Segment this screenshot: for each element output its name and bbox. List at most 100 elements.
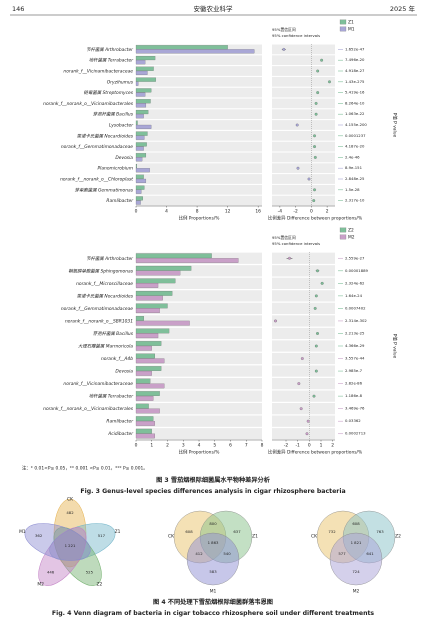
- bar: [135, 283, 159, 288]
- row-band: [136, 130, 262, 141]
- bar: [135, 366, 162, 371]
- diff-point: [320, 281, 324, 285]
- p-value: 4.187e-20: [345, 144, 365, 149]
- row-band: [136, 87, 262, 98]
- bar: [135, 124, 152, 129]
- page-number: 146: [12, 5, 24, 13]
- diff-point: [316, 91, 320, 94]
- bar: [135, 291, 173, 296]
- legend-swatch: [339, 26, 347, 32]
- row-band: [272, 195, 335, 206]
- venn-set-label: M2: [37, 582, 44, 588]
- bar: [135, 278, 176, 284]
- bar: [135, 81, 139, 86]
- bar: [135, 383, 165, 389]
- category-label: Oryzihumus: [107, 79, 134, 85]
- p-value: 5.419e-16: [345, 90, 365, 95]
- row-band: [272, 277, 335, 289]
- category-label: 类诺卡氏菌属 Nocardioides: [77, 293, 134, 299]
- bar: [135, 258, 239, 263]
- category-label: 大理石雕菌属 Marmoricola: [78, 344, 133, 350]
- p-value: 2.82e-86: [345, 381, 363, 386]
- ci-label: 95%置信区间: [272, 235, 296, 240]
- p-value: 1.063e-22: [345, 111, 365, 116]
- row-band: [272, 55, 335, 66]
- venn-set-label: Z2: [96, 582, 102, 588]
- bar: [135, 196, 143, 201]
- x-tick-label: 16: [255, 209, 261, 215]
- bar: [135, 200, 141, 205]
- row-band: [136, 184, 262, 195]
- fig4-caption-en: Fig. 4 Venn diagram of bacteria in cigar…: [52, 610, 375, 617]
- venn-count: 641: [366, 551, 374, 556]
- category-label: 芽孢杆菌属 Bacillus: [93, 331, 134, 337]
- p-value: 2.848e-25: [345, 176, 365, 181]
- row-band: [272, 174, 335, 184]
- row-band: [272, 428, 335, 440]
- bar: [135, 120, 138, 125]
- bar: [135, 303, 168, 309]
- bar: [135, 109, 149, 115]
- category-label: norank_f__norank_o__Chloroplast: [60, 177, 133, 183]
- category-label: Acidibacter: [107, 431, 134, 437]
- row-band: [272, 340, 335, 352]
- x-tick-label: 0: [308, 443, 311, 449]
- row-band: [136, 302, 262, 315]
- bar: [135, 92, 146, 97]
- diff-point: [296, 166, 300, 170]
- p-value: 2.4e-46: [345, 154, 360, 159]
- bar: [135, 45, 228, 50]
- row-band: [136, 340, 262, 352]
- row-band: [136, 66, 262, 76]
- row-band: [272, 252, 335, 264]
- bar: [135, 60, 146, 65]
- diff-point: [328, 80, 331, 84]
- row-band: [136, 277, 262, 289]
- bar: [135, 49, 255, 54]
- p-value: 1.186e-8: [345, 393, 363, 398]
- bar: [135, 358, 165, 364]
- x-tick-label: 0: [135, 209, 138, 215]
- p-value: 2.559e-27: [345, 255, 365, 260]
- bar: [135, 341, 162, 346]
- x-tick-label: 2: [331, 443, 334, 449]
- category-label: norank_f__norank_o__Vicinamibacterales: [43, 406, 134, 412]
- row-band: [136, 315, 262, 327]
- diff-point: [297, 382, 301, 386]
- diff-point: [314, 101, 318, 105]
- venn-set: [38, 527, 87, 586]
- category-label: 芽单胞菌属 Gemmatimonas: [75, 187, 134, 193]
- diff-point: [314, 294, 318, 298]
- legend-swatch: [339, 227, 347, 233]
- venn-set: [49, 523, 116, 561]
- bar: [135, 77, 156, 82]
- p-value: 1.43e-275: [345, 79, 365, 84]
- bar: [135, 185, 145, 190]
- bar: [135, 408, 160, 414]
- p-value: 2.317e-10: [345, 198, 365, 203]
- diff-point: [305, 432, 309, 436]
- bar: [135, 295, 163, 301]
- row-band: [136, 76, 262, 87]
- category-label: 地杆菌属 Terrabacter: [89, 58, 134, 64]
- row-band: [272, 141, 335, 152]
- venn-count: 732: [328, 529, 336, 534]
- p-value: 4.366e-29: [345, 343, 365, 348]
- row-band: [136, 377, 262, 390]
- row-band: [272, 120, 335, 130]
- row-band: [272, 98, 335, 109]
- bar: [135, 403, 149, 409]
- row-band: [272, 302, 335, 315]
- venn-count: 608: [352, 521, 360, 526]
- diff-axis-title: 比例差异 Difference between proportions/%: [268, 215, 362, 222]
- bar: [135, 146, 144, 151]
- bar: [135, 103, 147, 108]
- venn-set-label: Z2: [395, 534, 401, 540]
- venn-set-label: M1: [210, 589, 217, 595]
- x-tick-label: 1: [150, 443, 153, 449]
- category-label: Ramlibacter: [106, 419, 134, 425]
- row-band: [272, 377, 335, 390]
- venn-count: 637: [233, 529, 241, 534]
- bar: [135, 370, 152, 376]
- row-band: [272, 152, 335, 163]
